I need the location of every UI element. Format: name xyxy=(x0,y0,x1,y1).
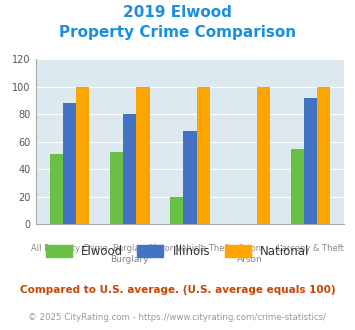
Bar xyxy=(76,87,89,224)
Text: Arson: Arson xyxy=(237,255,263,264)
Text: © 2025 CityRating.com - https://www.cityrating.com/crime-statistics/: © 2025 CityRating.com - https://www.city… xyxy=(28,313,327,322)
Bar xyxy=(63,103,76,224)
Bar xyxy=(123,115,136,224)
Bar xyxy=(50,154,63,224)
Bar xyxy=(197,87,210,224)
Text: 2019 Elwood: 2019 Elwood xyxy=(123,5,232,20)
Bar xyxy=(170,197,183,224)
Bar xyxy=(257,87,270,224)
Bar xyxy=(183,131,197,224)
Text: Burglary: Burglary xyxy=(110,255,149,264)
Bar xyxy=(317,87,330,224)
Text: Compared to U.S. average. (U.S. average equals 100): Compared to U.S. average. (U.S. average … xyxy=(20,285,335,295)
Legend: Elwood, Illinois, National: Elwood, Illinois, National xyxy=(41,240,314,263)
Bar xyxy=(304,98,317,224)
Text: Property Crime Comparison: Property Crime Comparison xyxy=(59,25,296,40)
Bar xyxy=(136,87,149,224)
Bar xyxy=(290,149,304,224)
Bar xyxy=(110,151,123,224)
